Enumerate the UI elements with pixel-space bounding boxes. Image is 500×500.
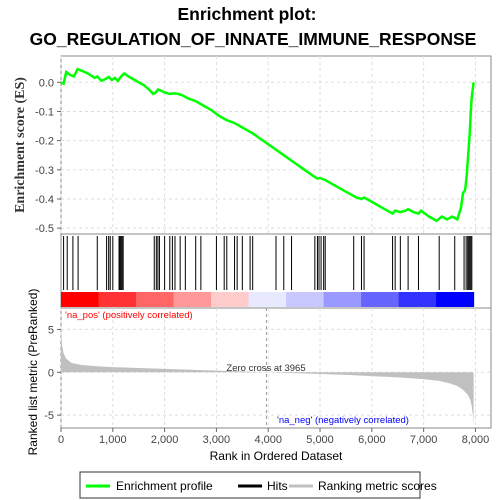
metric-x-tick-label: 1,000: [99, 434, 127, 446]
rank-strip-segment: [173, 292, 212, 307]
es-y-tick-label: -0.5: [35, 223, 54, 235]
plot-title-line2: GO_REGULATION_OF_INNATE_IMMUNE_RESPONSE: [30, 29, 477, 49]
rank-strip-segment: [286, 292, 325, 307]
metric-x-tick-label: 0: [58, 434, 64, 446]
metric-x-tick-label: 8,000: [462, 434, 490, 446]
es-panel: 0.0 -0.1 -0.2 -0.3 -0.4 -0.5: [35, 55, 492, 235]
rank-strip-segment: [61, 292, 100, 307]
metric-y-ticks: 5 0 -5: [44, 324, 61, 422]
metric-x-tick-label: 3,000: [203, 434, 231, 446]
es-y-tick-label: -0.2: [35, 136, 54, 148]
es-y-tick-label: -0.3: [35, 165, 54, 177]
rank-strip-segment: [248, 292, 287, 307]
zero-cross-label: Zero cross at 3965: [226, 363, 305, 374]
metric-y-tick-label: 0: [48, 367, 54, 379]
hits-panel: [60, 233, 492, 309]
es-y-ticks: 0.0 -0.1 -0.2 -0.3 -0.4 -0.5: [35, 77, 61, 235]
enrichment-profile-line: [60, 67, 475, 223]
metric-panel: 5 0 -5 0 1,000 2,000 3,000 4,000 5,000 6,000 7,00…: [44, 307, 492, 446]
metric-y-tick-label: -5: [44, 410, 54, 422]
es-y-tick-label: 0.0: [39, 77, 54, 89]
rank-strip-segment: [398, 292, 437, 307]
metric-x-tick-label: 4,000: [254, 434, 282, 446]
metric-x-tick-label: 5,000: [306, 434, 334, 446]
rank-strip-segment: [361, 292, 400, 307]
es-y-tick-label: -0.1: [35, 106, 54, 118]
metric-x-tick-label: 2,000: [151, 434, 179, 446]
legend-label-hits: Hits: [267, 479, 288, 493]
pos-correlated-label: 'na_pos' (positively correlated): [65, 310, 193, 321]
metric-x-tick-label: 6,000: [358, 434, 386, 446]
plot-title-line1: Enrichment plot:: [177, 4, 316, 24]
es-y-axis-title: Enrichment score (ES): [13, 77, 28, 213]
legend-label-metric: Ranking metric scores: [318, 479, 437, 493]
es-y-tick-label: -0.4: [35, 194, 54, 206]
neg-correlated-label: 'na_neg' (negatively correlated): [277, 415, 409, 426]
rank-strip-segment: [211, 292, 250, 307]
metric-x-ticks: 0 1,000 2,000 3,000 4,000 5,000 6,000 7,000 8,00…: [58, 428, 489, 446]
ranking-color-strip: [61, 292, 475, 307]
rank-strip-segment: [98, 292, 137, 307]
legend: Enrichment profile Hits Ranking metric s…: [79, 471, 437, 499]
ranking-metric-area: [61, 329, 474, 424]
rank-strip-segment: [136, 292, 175, 307]
metric-y-tick-label: 5: [48, 324, 54, 336]
rank-strip-segment: [323, 292, 362, 307]
es-panel-frame: [60, 55, 492, 235]
rank-strip-segment: [436, 292, 475, 307]
hit-markers: [63, 236, 473, 290]
x-axis-title: Rank in Ordered Dataset: [210, 449, 343, 463]
metric-x-tick-label: 7,000: [410, 434, 438, 446]
legend-label-enrichment: Enrichment profile: [116, 479, 213, 493]
metric-y-axis-title: Ranked list metric (PreRanked): [26, 289, 40, 456]
